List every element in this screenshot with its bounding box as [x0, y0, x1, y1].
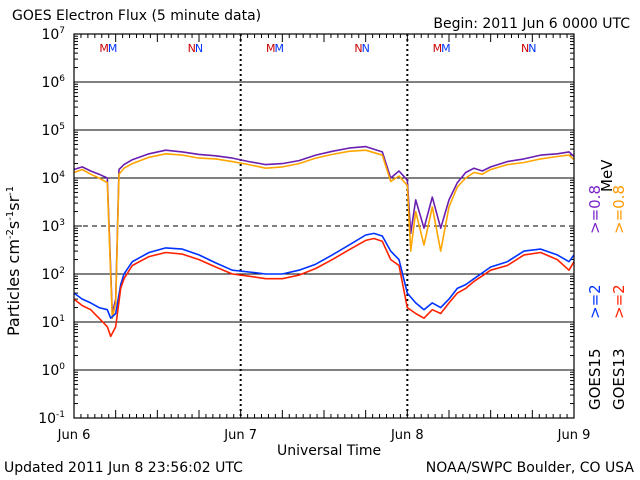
y-tick-label: 104: [41, 170, 65, 187]
legend-goes15-gt08: >=0.8: [586, 185, 604, 234]
mark-m: MM: [266, 42, 284, 55]
legend-goes13-gt2: >=2: [610, 284, 628, 319]
series-line-1: [73, 149, 575, 320]
series-line-3: [73, 237, 575, 338]
y-axis-label: Particles cm-2s-1sr-1: [4, 185, 23, 336]
series-line-2: [73, 232, 575, 320]
x-tick-label: Jun 8: [390, 428, 424, 443]
legend-goes15-gt2: >=2: [586, 284, 604, 319]
x-axis-label: Universal Time: [277, 443, 382, 459]
legend-mev-unit: MeV: [598, 159, 616, 192]
y-tick-label: 10-1: [38, 410, 65, 427]
x-tick-label: Jun 7: [224, 428, 258, 443]
x-tick-label: Jun 6: [57, 428, 91, 443]
y-tick-label: 106: [41, 74, 65, 91]
y-tick-label: 102: [41, 266, 65, 283]
legend-goes13-gt08: >=0.8: [610, 185, 628, 234]
mark-n: NN: [354, 42, 370, 55]
mark-m: MM: [432, 42, 451, 55]
mark-n: NN: [521, 42, 537, 55]
x-tick-label: Jun 9: [557, 428, 591, 443]
series-line-0: [73, 145, 575, 315]
mark-m: MM: [99, 42, 117, 55]
grid-layer: [73, 34, 575, 419]
y-tick-label: 103: [41, 218, 65, 235]
mark-n: NN: [187, 42, 204, 55]
y-tick-label: 105: [41, 122, 65, 139]
legend-goes13: GOES13: [610, 348, 628, 410]
updated-timestamp: Updated 2011 Jun 8 23:56:02 UTC: [4, 460, 243, 476]
series-layer: [73, 145, 575, 338]
credit-text: NOAA/SWPC Boulder, CO USA: [425, 460, 634, 476]
y-tick-label: 107: [41, 26, 65, 43]
y-tick-label: 100: [41, 362, 65, 379]
plot-frame: [73, 33, 575, 419]
legend-goes15: GOES15: [586, 348, 604, 410]
chart-title: GOES Electron Flux (5 minute data): [12, 8, 262, 24]
begin-time: Begin: 2011 Jun 6 0000 UTC: [433, 16, 630, 32]
y-tick-label: 101: [41, 314, 65, 331]
